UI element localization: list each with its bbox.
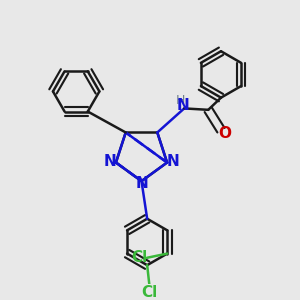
Text: N: N [176,98,189,113]
Text: N: N [103,154,116,169]
Text: N: N [167,154,180,169]
Text: Cl: Cl [141,285,158,300]
Text: N: N [135,176,148,191]
Text: H: H [176,94,185,107]
Text: O: O [218,126,231,141]
Text: Cl: Cl [131,250,147,265]
